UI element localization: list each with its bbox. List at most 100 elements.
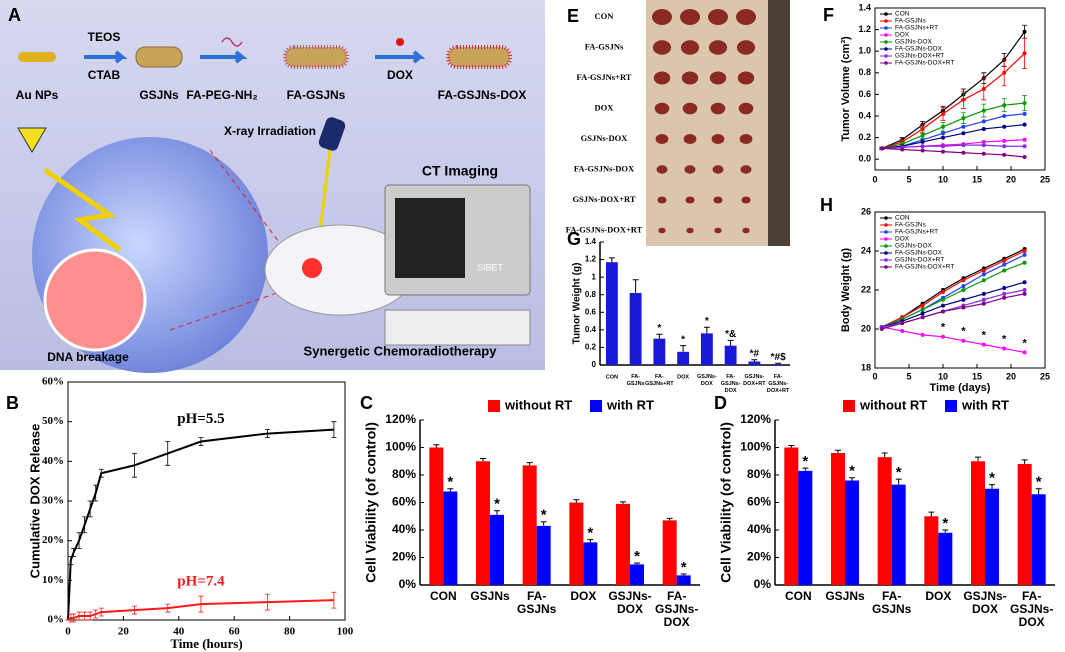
annotation: * xyxy=(681,334,685,345)
error-bar xyxy=(632,279,639,293)
marker xyxy=(1002,138,1007,143)
ct-screen xyxy=(395,198,465,278)
marker xyxy=(941,309,945,314)
marker xyxy=(961,278,966,283)
bar xyxy=(724,345,737,365)
bar xyxy=(700,333,713,365)
y-tick-label: 60% xyxy=(42,376,64,388)
marker xyxy=(961,143,966,148)
bar xyxy=(891,484,906,585)
error-bar xyxy=(87,611,93,621)
annotation: * xyxy=(989,470,995,487)
error-bar xyxy=(98,607,104,617)
annotation: * xyxy=(657,323,661,334)
group-label: CON xyxy=(595,11,615,21)
y-tick-label: 40% xyxy=(42,455,64,467)
legend-label: GSJNs-DOX+RT xyxy=(895,53,944,60)
marker xyxy=(981,108,986,113)
y-tick-label: 22 xyxy=(861,284,871,294)
marker xyxy=(1022,155,1027,160)
marker xyxy=(941,144,945,149)
tumor xyxy=(741,196,751,204)
legend-marker xyxy=(884,33,888,37)
x-tick-label: 100 xyxy=(337,626,354,638)
schematic-label: TEOS xyxy=(88,30,121,44)
schematic-label: CTAB xyxy=(88,68,121,82)
legend-marker xyxy=(884,61,888,65)
schematic-label: DNA breakage xyxy=(47,350,129,364)
tumor xyxy=(653,71,671,85)
marker xyxy=(1002,291,1007,296)
y-tick-label: 1.0 xyxy=(858,46,871,56)
tumor xyxy=(742,227,750,234)
error-bar xyxy=(666,517,673,521)
x-tick-label: 5 xyxy=(906,174,911,184)
marker xyxy=(981,291,986,296)
series-line xyxy=(881,147,1025,158)
group-label: FA-GSJNs xyxy=(585,41,624,51)
x-tick-label: 10 xyxy=(938,371,948,381)
marker xyxy=(1002,295,1007,300)
error-bar xyxy=(447,488,454,492)
bar xyxy=(1017,464,1032,585)
series-line xyxy=(881,326,1025,353)
tumor xyxy=(682,102,698,115)
legend-marker xyxy=(884,19,888,23)
legend-marker xyxy=(884,26,888,30)
panel-label: E xyxy=(567,6,579,26)
bar xyxy=(938,532,953,585)
error-bar xyxy=(1035,488,1042,495)
annotation: * xyxy=(447,474,453,491)
error-bar xyxy=(93,609,99,619)
schematic-label: GSJNs xyxy=(139,88,179,102)
marker xyxy=(981,278,986,283)
bar xyxy=(583,542,598,585)
tumor xyxy=(652,9,672,25)
error-bar xyxy=(540,521,547,526)
marker xyxy=(1002,144,1007,149)
tumor xyxy=(656,165,668,174)
bar xyxy=(971,461,985,585)
x-tick-label: 0 xyxy=(872,371,877,381)
error-bar xyxy=(1021,459,1028,464)
schematic-label: FA-GSJNs-DOX xyxy=(438,88,527,102)
legend-label: with RT xyxy=(606,397,654,412)
legend-marker xyxy=(884,265,888,269)
schematic-label: Synergetic Chemoradiotherapy xyxy=(304,343,498,358)
marker xyxy=(1022,288,1027,292)
error-bar xyxy=(751,359,758,362)
marker xyxy=(981,139,986,144)
schematic-label: CT Imaging xyxy=(422,163,498,179)
marker xyxy=(920,303,925,308)
bar xyxy=(662,520,677,585)
bar xyxy=(629,292,642,365)
y-tick-label: 20% xyxy=(42,534,64,546)
annotation: * xyxy=(634,548,640,565)
legend-label: GSJNs-DOX xyxy=(895,243,933,250)
x-tick-label: DOX xyxy=(925,589,951,603)
marker xyxy=(961,284,966,289)
chart: 0% 20% 40% 60% 80% 100% 120% Cell Viability (of… xyxy=(363,397,700,629)
bar xyxy=(536,525,551,585)
marker xyxy=(941,124,945,129)
chart: 18 20 22 24 26 Body Weight (g) 0 5 10 15 20 25 Time … xyxy=(840,206,1050,394)
tumor xyxy=(683,134,697,144)
x-tick-label: GSJNs-DOX+RT xyxy=(743,374,766,387)
peg-chain xyxy=(221,37,243,47)
y-axis-label: Tumor Weight (g) xyxy=(572,263,583,345)
dox-dot xyxy=(396,38,404,46)
tumor xyxy=(708,9,728,25)
chart: 0 0.2 0.4 0.6 0.8 1 1.2 1.4 Tumor Weight (g) CON F… xyxy=(572,237,790,394)
x-axis-label: Time (days) xyxy=(930,382,991,394)
tumor xyxy=(686,227,694,234)
fa-gsjns-dox-rod xyxy=(446,45,512,69)
zoom-line xyxy=(169,284,301,331)
marker xyxy=(941,297,945,302)
legend-marker xyxy=(884,230,888,234)
y-tick-label: 20% xyxy=(392,550,416,564)
error-bar xyxy=(131,605,137,615)
bar xyxy=(784,447,799,585)
marker xyxy=(1022,51,1027,56)
legend-label: FA-GSJNs+RT xyxy=(895,25,938,32)
y-tick-label: 30% xyxy=(42,495,64,507)
